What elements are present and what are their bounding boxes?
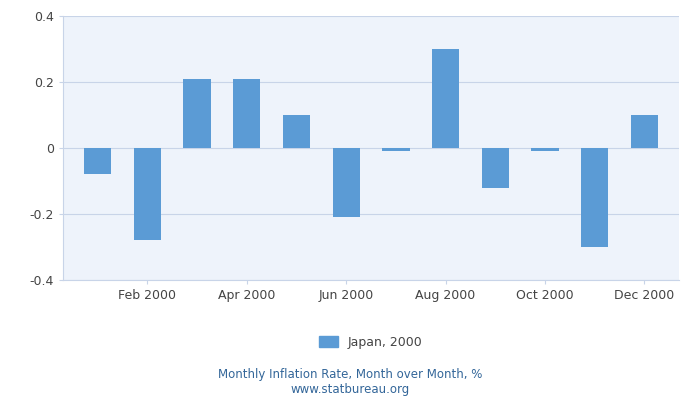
Bar (233, 79, 260, 148)
Bar (631, 115, 658, 148)
Bar (283, 115, 310, 148)
Legend: Japan, 2000: Japan, 2000 (314, 331, 428, 354)
Bar (84, 148, 111, 174)
Bar (382, 148, 410, 151)
Bar (432, 49, 459, 148)
Bar (134, 148, 161, 240)
Bar (482, 148, 509, 188)
Bar (183, 79, 211, 148)
Bar (581, 148, 608, 247)
Bar (332, 148, 360, 217)
Text: www.statbureau.org: www.statbureau.org (290, 383, 410, 396)
Bar (531, 148, 559, 151)
Text: Monthly Inflation Rate, Month over Month, %: Monthly Inflation Rate, Month over Month… (218, 368, 482, 381)
